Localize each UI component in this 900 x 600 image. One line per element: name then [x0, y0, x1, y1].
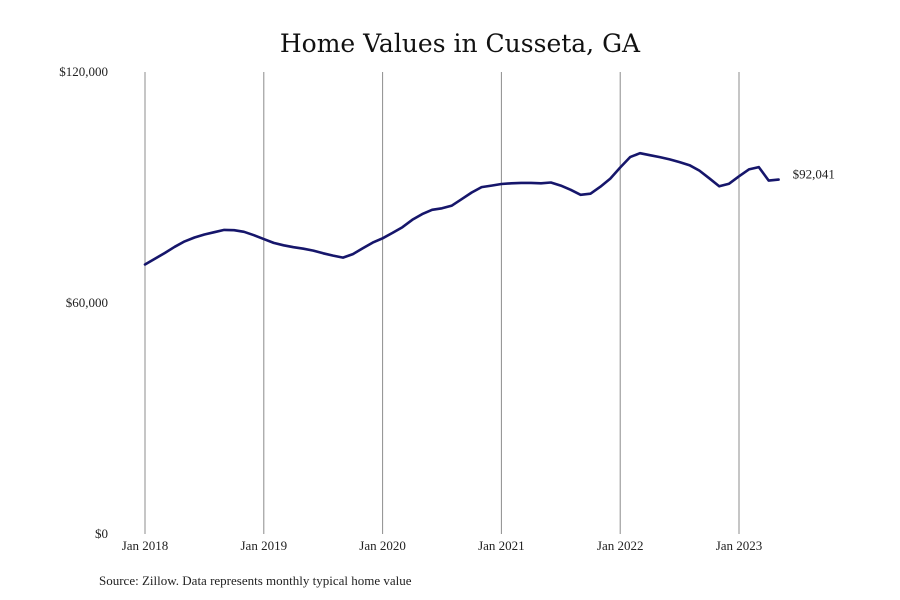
y-tick-label: $0 — [95, 526, 108, 541]
grid — [144, 72, 740, 534]
source-note: Source: Zillow. Data represents monthly … — [99, 573, 412, 588]
y-tick-label: $120,000 — [59, 64, 108, 79]
x-tick-label: Jan 2022 — [597, 538, 644, 553]
x-axis: Jan 2018 Jan 2019 Jan 2020 Jan 2021 Jan 2022… — [122, 538, 763, 553]
x-tick-label: Jan 2019 — [241, 538, 288, 553]
y-axis: $0 $60,000 $120,000 — [59, 64, 108, 541]
chart-title: Home Values in Cusseta, GA — [280, 29, 641, 58]
y-tick-label: $60,000 — [66, 295, 108, 310]
x-tick-label: Jan 2021 — [478, 538, 525, 553]
series-line-home-value — [143, 151, 780, 266]
x-tick-label: Jan 2023 — [716, 538, 763, 553]
x-tick-label: Jan 2020 — [359, 538, 406, 553]
end-value-label: $92,041 — [793, 167, 835, 182]
x-tick-label: Jan 2018 — [122, 538, 169, 553]
